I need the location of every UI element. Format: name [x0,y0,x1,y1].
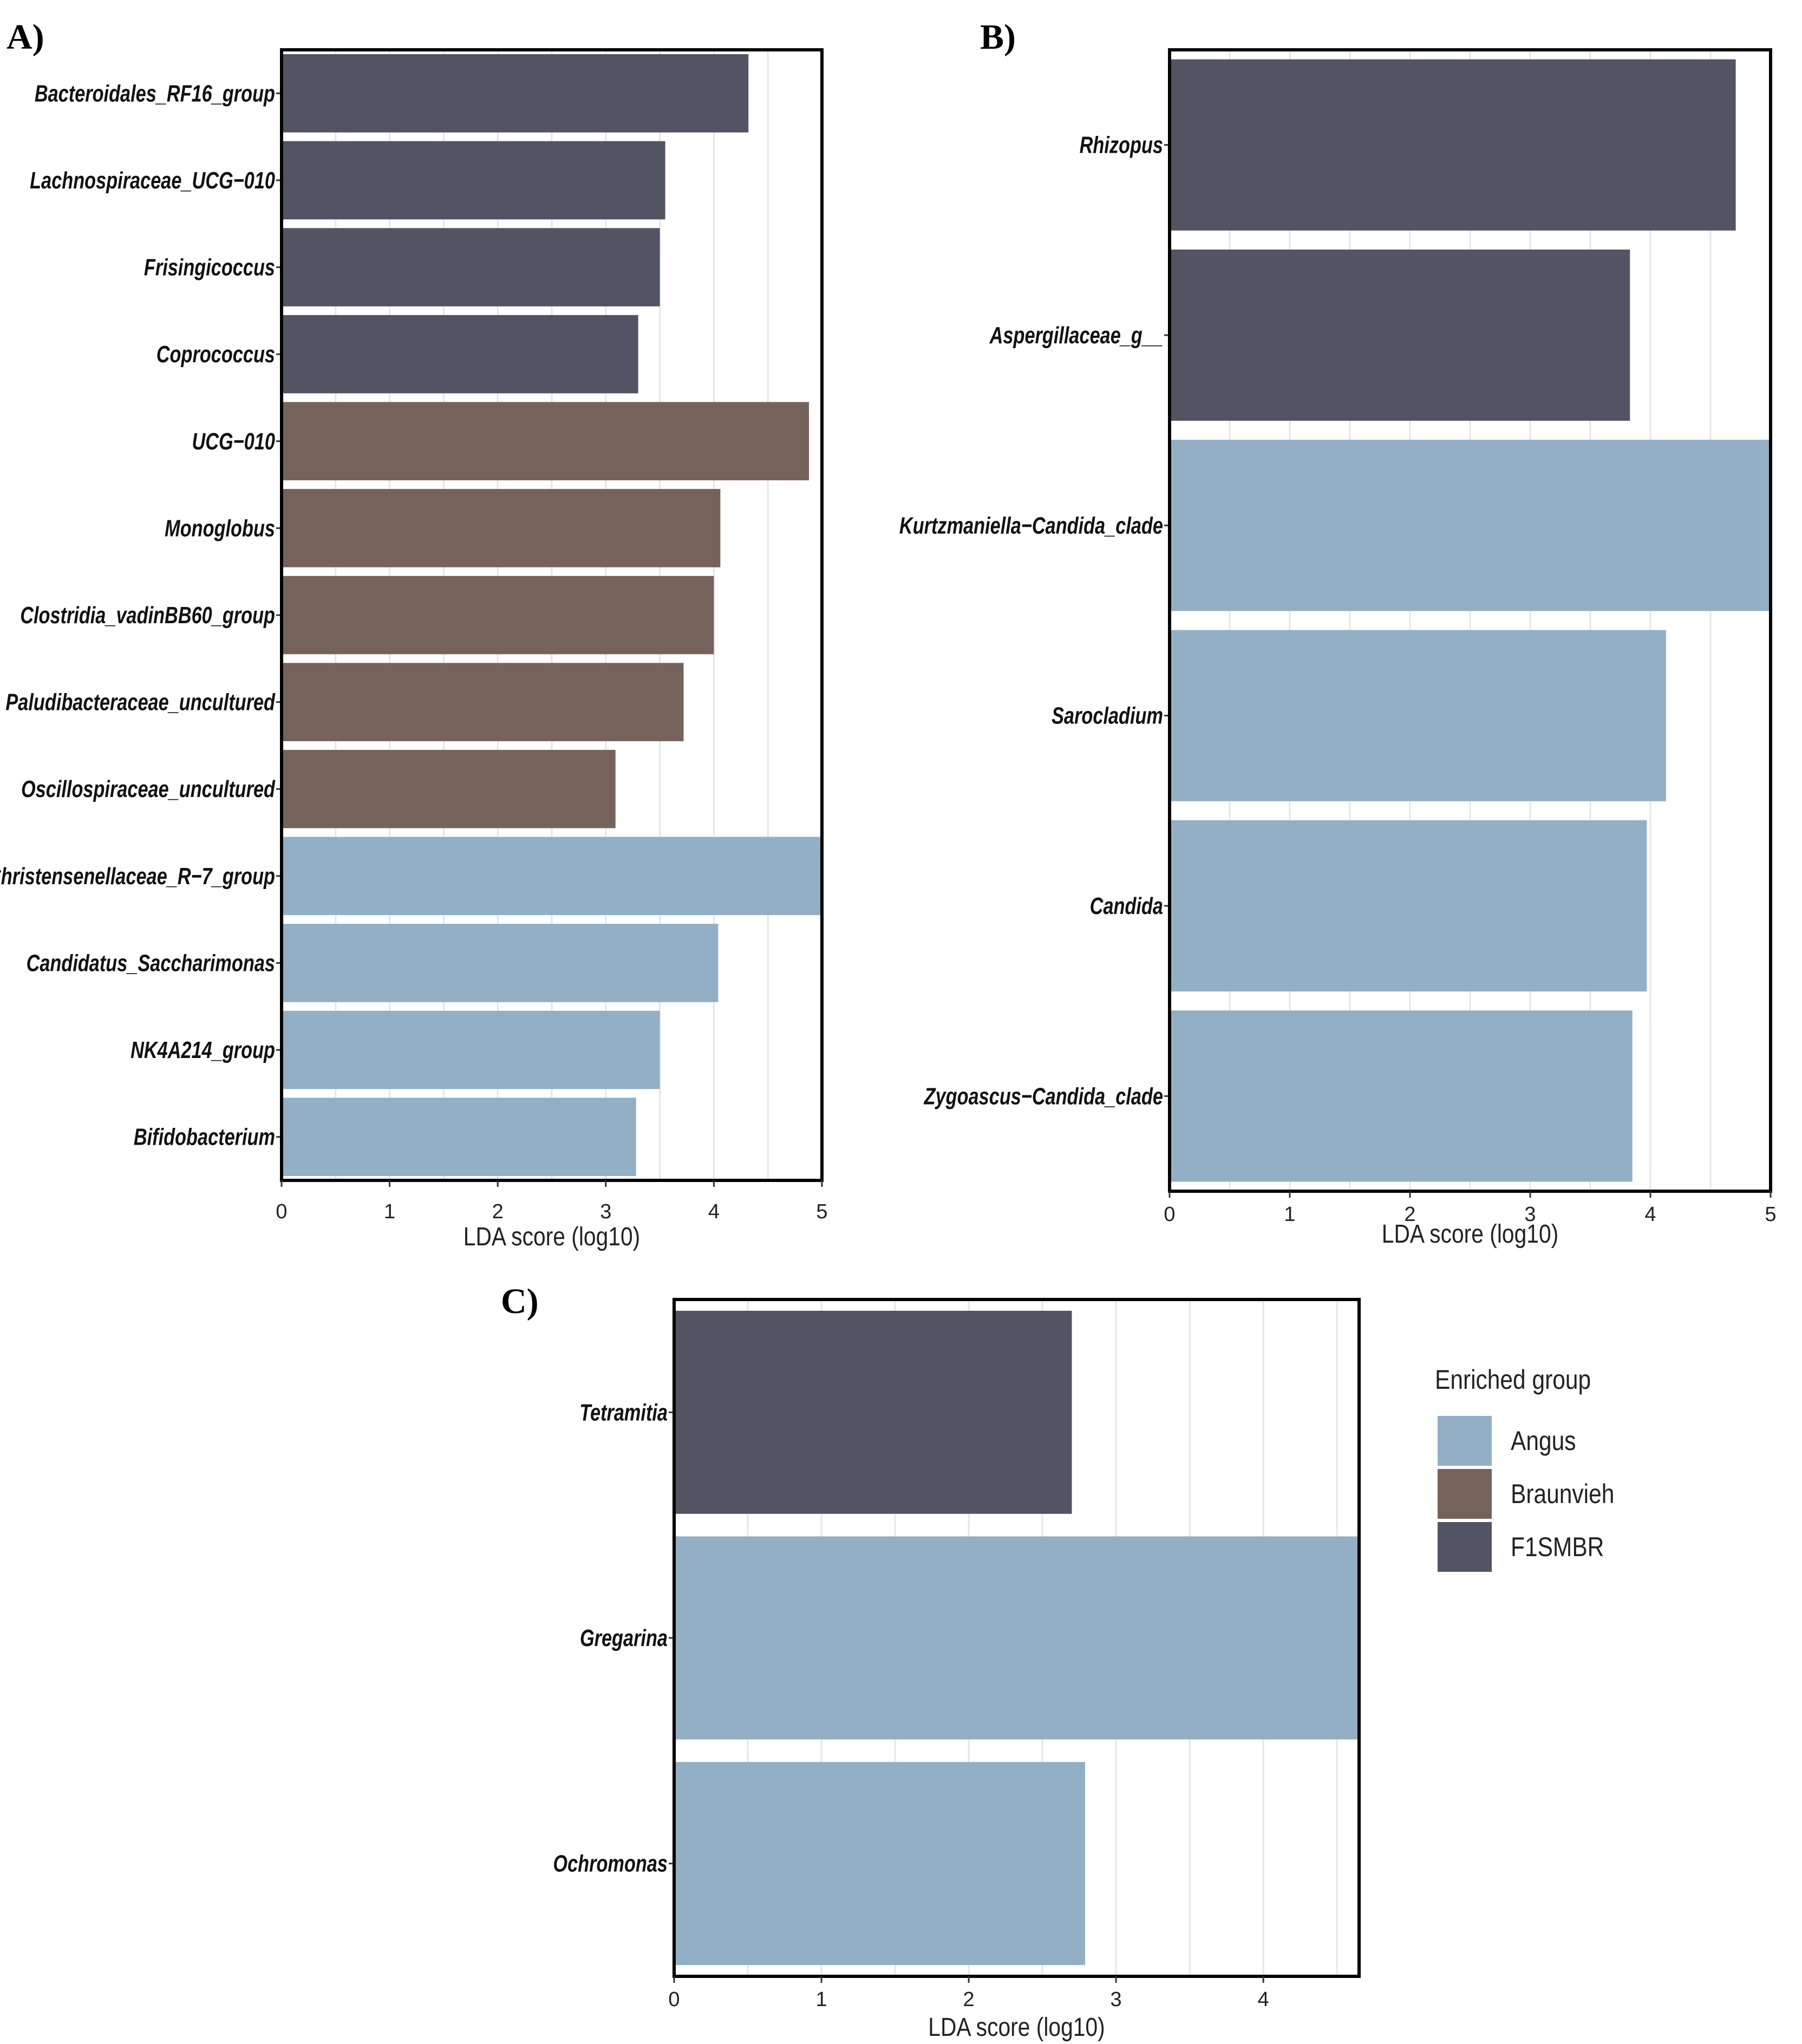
bar [282,837,822,916]
legend-title: Enriched group [1435,1364,1591,1395]
category-label: Candidatus_Saccharimonas [27,950,275,976]
panel-letter: C) [501,1282,539,1321]
legend-swatch [1438,1469,1492,1519]
category-label: Monoglobus [165,515,275,541]
category-label: Gregarina [580,1625,668,1651]
x-tick-label: 5 [816,1200,827,1223]
category-label: Zygoascus−Candida_clade [924,1083,1163,1109]
x-tick-label: 4 [1644,1203,1656,1226]
x-tick-label: 4 [708,1200,720,1223]
panel-letter: A) [6,17,44,57]
bar [282,315,638,394]
bar [1170,1010,1633,1182]
panel-c: C) Tetramitia Gregarina Ochromonas 0 1 2 3 4 LDA … [501,1282,1361,2042]
bar [282,54,749,133]
panel-letter: B) [980,17,1016,57]
bar [282,402,809,481]
x-tick-label: 3 [1524,1203,1536,1226]
category-label: Paludibacteraceae_uncultured [5,689,275,716]
category-label: Kurtzmaniella−Candida_clade [899,512,1163,539]
legend-label: F1SMBR [1511,1532,1604,1562]
category-label: UCG−010 [192,428,276,455]
bar [282,141,665,220]
plot-frame [280,48,824,1182]
category-label: NK4A214_group [130,1037,275,1063]
category-label: Rhizopus [1080,132,1163,159]
bar [674,1310,1072,1514]
category-label: Oscillospiraceae_uncultured [21,776,276,802]
panel-b: B) Rhizopus Aspergillaceae_g__ Kurtzmaniell… [899,17,1777,1249]
bar [282,228,660,306]
x-axis-title: LDA score (log10) [1382,1220,1558,1249]
legend: Enriched group Angus Braunvieh F1SMBR [1435,1364,1614,1572]
bar [282,576,714,655]
bar [1170,820,1647,992]
legend-label: Angus [1511,1426,1576,1456]
bar [282,924,719,1002]
x-tick-label: 2 [1404,1203,1415,1226]
category-label: Christensenellaceae_R−7_group [0,863,275,890]
bar [1170,59,1736,231]
plot-frame [673,1298,1361,1978]
legend-label: Braunvieh [1511,1479,1614,1509]
x-tick-label: 0 [276,1200,287,1223]
plot-frame [1168,48,1772,1193]
category-label: Bacteroidales_RF16_group [35,80,275,107]
x-axis-title: LDA score (log10) [463,1223,640,1251]
panel-a: A) Bacteroidales_RF16_group Lachnospiracea… [0,17,828,1251]
bar [674,1762,1085,1965]
bar [282,749,616,828]
x-tick-label: 5 [1765,1203,1776,1226]
x-axis-title: LDA score (log10) [928,2013,1105,2042]
category-label: Candida [1090,893,1163,919]
x-tick-label: 2 [492,1200,504,1223]
category-label: Sarocladium [1052,703,1163,729]
x-tick-label: 1 [1284,1203,1295,1226]
category-label: Frisingicoccus [144,254,275,281]
x-tick-label: 0 [668,1988,680,2011]
category-label: Aspergillaceae_g__ [989,322,1163,349]
bar [282,489,721,567]
legend-swatch [1438,1416,1492,1466]
bar [282,1098,636,1176]
x-tick-label: 0 [1164,1203,1175,1226]
x-tick-label: 2 [963,1988,975,2011]
bar [674,1536,1359,1740]
category-label: Tetramitia [579,1399,668,1426]
bar [1170,249,1630,421]
x-tick-label: 4 [1258,1988,1269,2011]
bar [282,1010,660,1089]
category-label: Lachnospiraceae_UCG−010 [30,167,275,194]
category-label: Bifidobacterium [134,1124,275,1151]
x-tick-label: 3 [1111,1988,1122,2011]
bar [282,663,684,741]
x-tick-label: 1 [815,1988,827,2011]
x-tick-label: 1 [384,1200,395,1223]
category-label: Clostridia_vadinBB60_group [20,602,275,629]
category-label: Ochromonas [553,1851,668,1877]
category-label: Coprococcus [156,341,275,368]
x-tick-label: 3 [600,1200,611,1223]
bar [1170,630,1666,801]
legend-swatch [1438,1522,1492,1572]
bar [1170,440,1771,611]
